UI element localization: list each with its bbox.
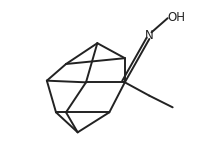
Text: OH: OH	[168, 11, 186, 24]
Text: N: N	[145, 29, 154, 42]
